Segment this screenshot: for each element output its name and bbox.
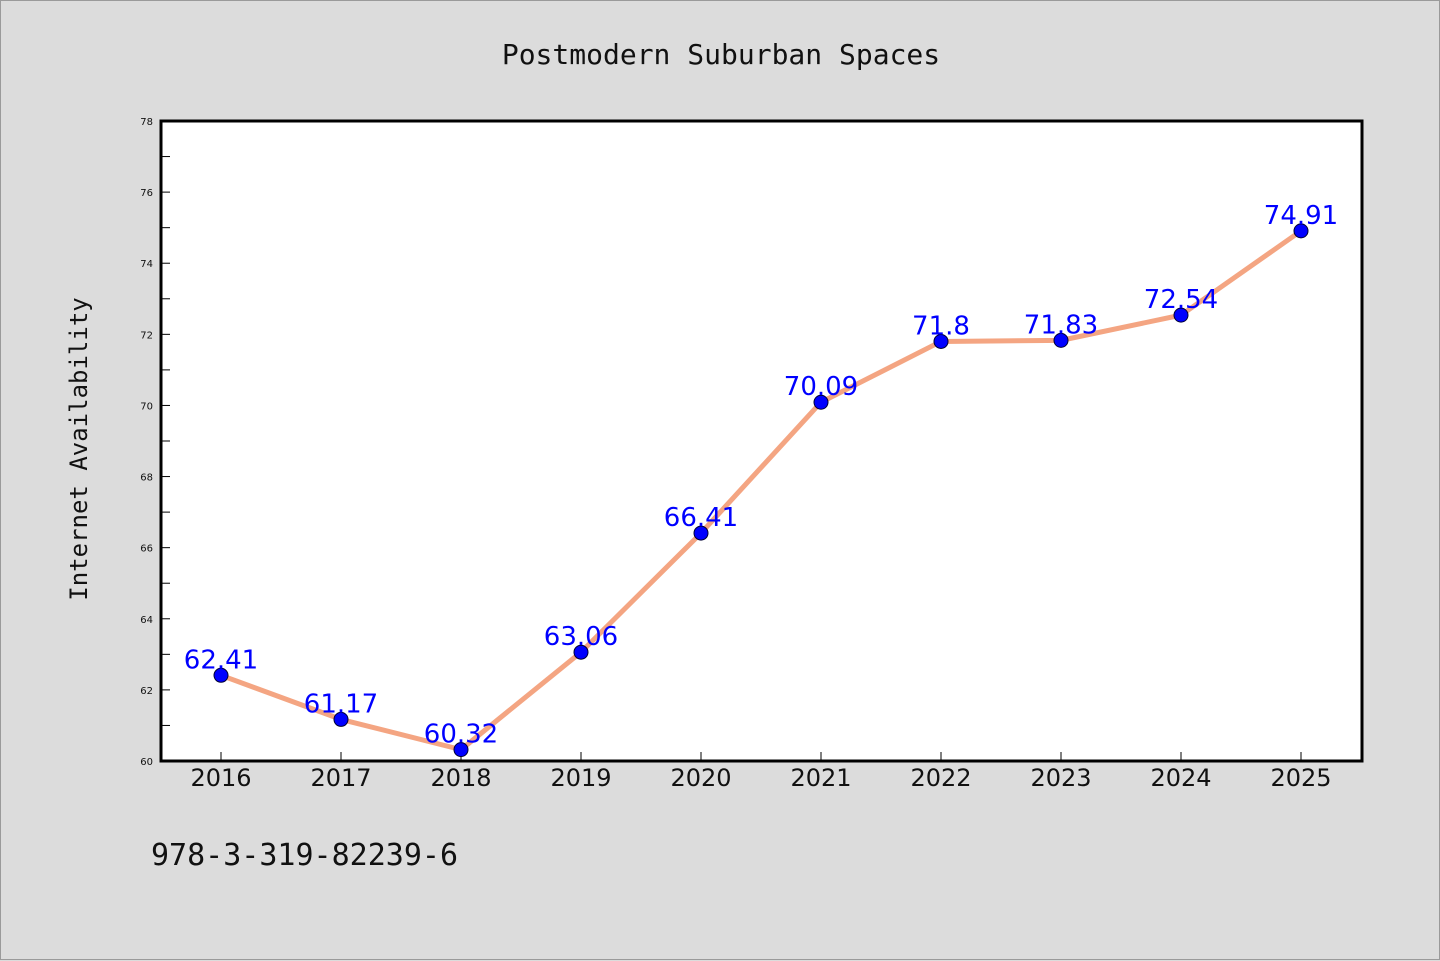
- x-tick-label: 2021: [790, 764, 851, 792]
- data-point-marker: [1293, 223, 1309, 239]
- data-point-marker: [333, 711, 349, 727]
- data-label: 66.41: [664, 503, 738, 533]
- data-label: 70.09: [784, 372, 858, 402]
- series-line: [218, 228, 1304, 753]
- y-tick-label: 62: [140, 686, 153, 697]
- data-label: 61.17: [304, 689, 378, 719]
- data-point-marker: [213, 667, 229, 683]
- data-point-marker: [453, 742, 469, 758]
- y-tick-label: 70: [140, 401, 153, 412]
- x-axis: 2016 2017 2018 2019 2020 2021 2022 2023 2024 2025: [190, 752, 1332, 792]
- data-label: 71.83: [1024, 310, 1098, 340]
- x-tick-label: 2023: [1030, 764, 1091, 792]
- data-label: 63.06: [544, 622, 618, 652]
- data-point-marker: [813, 394, 829, 410]
- y-tick-label: 60: [140, 757, 153, 768]
- series-layer: 62.41 61.17 60.32 63.06 66.41 70.09 71.8 71.83 7…: [184, 201, 1338, 758]
- plot-area: [161, 121, 1362, 761]
- x-tick-label: 2025: [1270, 764, 1331, 792]
- x-tick-label: 2024: [1150, 764, 1211, 792]
- y-tick-label: 66: [140, 544, 153, 555]
- plot-frame: [159, 119, 1364, 763]
- data-label: 62.41: [184, 645, 258, 675]
- data-label: 71.8: [912, 311, 970, 341]
- data-point-marker: [933, 333, 949, 349]
- data-label: 72.54: [1144, 285, 1218, 315]
- y-tick-label: 72: [140, 330, 153, 341]
- isbn-footer: 978-3-319-82239-6: [151, 838, 458, 873]
- data-point-marker: [573, 644, 589, 660]
- data-point-marker: [1053, 332, 1069, 348]
- data-label: 74.91: [1264, 201, 1338, 231]
- y-tick-label: 76: [140, 188, 153, 199]
- x-tick-label: 2022: [910, 764, 971, 792]
- y-tick-label: 68: [140, 473, 153, 484]
- x-tick-label: 2016: [190, 764, 251, 792]
- y-axis: 60 62 64 66 68 70 72 74 76 78: [140, 117, 170, 768]
- data-point-marker: [1173, 307, 1189, 323]
- x-tick-label: 2020: [670, 764, 731, 792]
- y-tick-label: 78: [140, 117, 153, 128]
- x-tick-label: 2019: [550, 764, 611, 792]
- x-tick-label: 2018: [430, 764, 491, 792]
- y-tick-label: 74: [140, 259, 153, 270]
- data-point-marker: [693, 525, 709, 541]
- x-tick-label: 2017: [310, 764, 371, 792]
- data-label: 60.32: [424, 720, 498, 750]
- y-tick-label: 64: [140, 615, 153, 626]
- y-axis-label: Internet Availability: [65, 297, 93, 600]
- chart-title: Postmodern Suburban Spaces: [502, 38, 940, 71]
